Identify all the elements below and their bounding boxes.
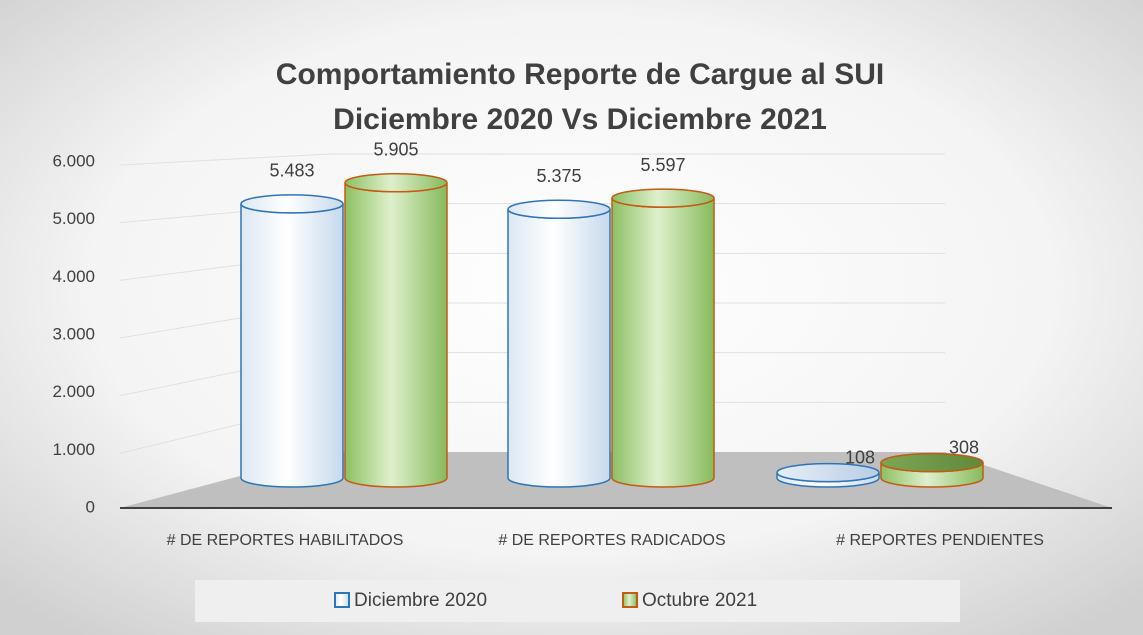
legend-label: Diciembre 2020 — [354, 590, 487, 611]
cylinder-top — [344, 173, 448, 193]
data-label: 5.483 — [269, 161, 314, 181]
data-label: 308 — [949, 437, 979, 457]
x-tick-label: # DE REPORTES HABILITADOS — [167, 532, 404, 549]
cylinder-body — [507, 209, 611, 488]
bar — [344, 173, 448, 488]
y-tick-label: 2.000 — [52, 382, 95, 401]
cylinder-body — [611, 197, 715, 488]
bar — [240, 194, 344, 488]
bar — [880, 452, 984, 488]
y-tick-label: 1.000 — [52, 440, 95, 459]
cylinder-body — [344, 182, 448, 488]
bar — [507, 199, 611, 488]
legend-label: Octubre 2021 — [642, 590, 757, 611]
data-label: 5.375 — [536, 166, 581, 186]
legend — [195, 580, 960, 622]
grid-line — [119, 153, 945, 166]
cylinder-top — [240, 194, 344, 214]
legend-swatch — [622, 592, 638, 608]
y-tick-label: 0 — [86, 497, 95, 516]
cylinder-body — [240, 203, 344, 488]
bar — [611, 188, 715, 488]
y-tick-label: 3.000 — [52, 324, 95, 343]
data-label: 108 — [845, 447, 875, 467]
y-tick-label: 6.000 — [52, 151, 95, 170]
x-tick-label: # DE REPORTES RADICADOS — [498, 532, 725, 549]
data-label: 5.905 — [373, 140, 418, 160]
legend-swatch — [334, 592, 350, 608]
chart-title: Comportamiento Reporte de Cargue al SUI — [276, 58, 884, 91]
cylinder-top — [776, 462, 880, 483]
x-tick-label: # REPORTES PENDIENTES — [836, 532, 1044, 549]
y-tick-label: 4.000 — [52, 267, 95, 286]
chart-subtitle: Diciembre 2020 Vs Diciembre 2021 — [333, 103, 827, 136]
cylinder-top — [507, 199, 611, 219]
cylinder-top — [611, 188, 715, 208]
cylinder-top — [880, 452, 984, 473]
data-label: 5.597 — [640, 155, 685, 175]
y-tick-label: 5.000 — [52, 209, 95, 228]
bar — [776, 462, 880, 488]
